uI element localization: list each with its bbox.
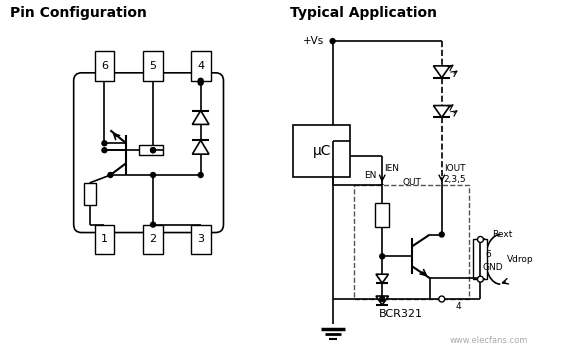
Text: 4: 4	[197, 61, 204, 71]
Bar	[139, 145, 163, 155]
Polygon shape	[433, 106, 450, 118]
Text: 1: 1	[101, 234, 108, 245]
Circle shape	[108, 173, 113, 178]
Circle shape	[330, 39, 335, 44]
Text: Pin Configuration: Pin Configuration	[10, 6, 147, 20]
Text: BCR321: BCR321	[379, 309, 423, 319]
Text: μC: μC	[312, 144, 331, 158]
Text: Typical Application: Typical Application	[290, 6, 437, 20]
Text: 1: 1	[379, 178, 385, 187]
Bar	[354, 185, 469, 299]
Bar	[143, 225, 163, 254]
Circle shape	[439, 232, 444, 237]
Circle shape	[198, 80, 203, 85]
Polygon shape	[193, 111, 209, 124]
Text: 5: 5	[149, 61, 157, 71]
Text: 3: 3	[197, 234, 204, 245]
Circle shape	[102, 141, 107, 146]
Text: OUT: OUT	[403, 178, 421, 187]
Bar	[94, 225, 114, 254]
Text: 4: 4	[456, 303, 461, 311]
Polygon shape	[193, 140, 209, 154]
Circle shape	[151, 222, 156, 227]
Bar	[191, 51, 211, 81]
Bar	[191, 225, 211, 254]
Text: EN: EN	[364, 171, 377, 179]
Text: Rext: Rext	[492, 230, 513, 239]
Text: Vdrop: Vdrop	[507, 255, 533, 264]
Circle shape	[478, 276, 483, 282]
Bar	[375, 203, 389, 227]
Circle shape	[380, 297, 385, 302]
Bar	[143, 51, 163, 81]
Bar	[474, 239, 487, 279]
Polygon shape	[376, 274, 389, 283]
Text: IEN: IEN	[384, 164, 399, 173]
Circle shape	[151, 173, 156, 178]
Bar	[293, 125, 350, 177]
FancyBboxPatch shape	[74, 73, 223, 233]
Text: GND: GND	[482, 263, 503, 272]
Text: 6: 6	[486, 250, 491, 259]
Circle shape	[198, 173, 203, 178]
Text: www.elecfans.com: www.elecfans.com	[449, 336, 528, 345]
Circle shape	[478, 237, 483, 243]
Circle shape	[151, 148, 156, 153]
Text: 6: 6	[101, 61, 108, 71]
Text: +Vs: +Vs	[303, 36, 325, 46]
Circle shape	[151, 148, 156, 153]
Circle shape	[438, 296, 445, 302]
Polygon shape	[433, 66, 450, 78]
Circle shape	[380, 254, 385, 259]
Bar	[83, 183, 95, 205]
Bar	[94, 51, 114, 81]
Text: 2,3,5: 2,3,5	[444, 176, 466, 185]
Text: 2: 2	[149, 234, 157, 245]
Circle shape	[198, 78, 203, 83]
Polygon shape	[376, 296, 389, 305]
Circle shape	[102, 148, 107, 153]
Text: IOUT: IOUT	[444, 164, 465, 173]
